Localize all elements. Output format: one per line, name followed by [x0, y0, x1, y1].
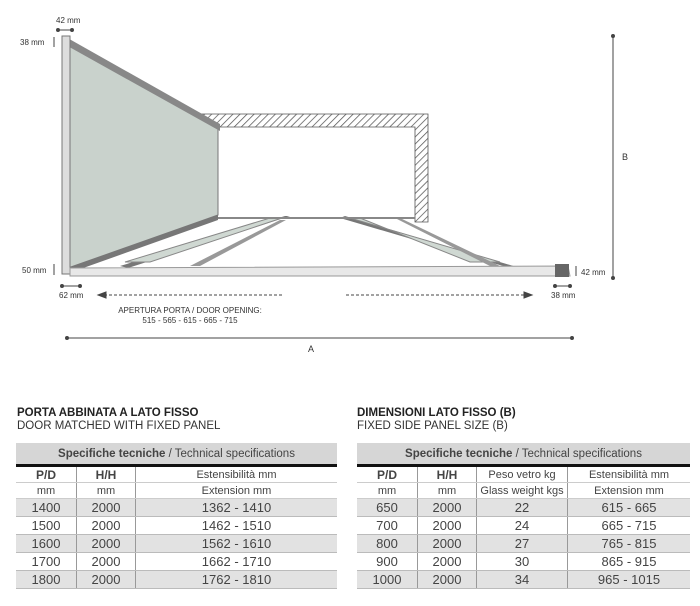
cell: 765 - 815 [567, 534, 690, 553]
cell: 665 - 715 [567, 516, 690, 535]
dim-top-width: 42 mm [56, 16, 81, 25]
col-ext-it: Estensibilità mm [567, 465, 690, 483]
cell: 1462 - 1510 [135, 516, 337, 535]
col-ext-en: Extension mm [567, 482, 690, 499]
left-table-title: PORTA ABBINATA A LATO FISSO DOOR MATCHED… [17, 407, 220, 433]
left-spec-table: Specifiche tecniche / Technical specific… [16, 443, 337, 589]
cell: 2000 [76, 570, 136, 589]
cell: 1400 [16, 498, 77, 517]
col-hh: H/H [417, 465, 477, 483]
cell: 24 [476, 516, 568, 535]
col-ext-en: Extension mm [135, 482, 337, 499]
cell: 965 - 1015 [567, 570, 690, 589]
bottom-track [69, 264, 571, 277]
right-spec-table: Specifiche tecniche / Technical specific… [357, 443, 690, 589]
cell: 1800 [16, 570, 77, 589]
header-rest: / Technical specifications [165, 447, 295, 460]
cell: 800 [357, 534, 418, 553]
cell: 615 - 665 [567, 498, 690, 517]
cell: 2000 [76, 552, 136, 571]
cell: 2000 [417, 570, 477, 589]
cell: 2000 [417, 498, 477, 517]
cell: 1700 [16, 552, 77, 571]
cell: 27 [476, 534, 568, 553]
table-row: 700 2000 24 665 - 715 [357, 516, 690, 535]
col-hh: H/H [76, 465, 136, 483]
table-row: 1800 2000 1762 - 1810 [16, 570, 337, 589]
table-row: 1000 2000 34 965 - 1015 [357, 570, 690, 589]
cell: 700 [357, 516, 418, 535]
cell: 1600 [16, 534, 77, 553]
dim-top-height: 38 mm [20, 38, 45, 47]
subtitle: FIXED SIDE PANEL SIZE (B) [357, 420, 508, 432]
cell: 900 [357, 552, 418, 571]
unit: mm [16, 482, 77, 499]
door-opening-label: APERTURA PORTA / DOOR OPENING: [118, 306, 262, 315]
cell: 2000 [76, 498, 136, 517]
cell: 1000 [357, 570, 418, 589]
table-row: 1700 2000 1662 - 1710 [16, 552, 337, 571]
fixed-side-panel [61, 35, 220, 275]
dim-bottom-right-height: 42 mm [581, 268, 606, 277]
cell: 2000 [76, 534, 136, 553]
cell: 650 [357, 498, 418, 517]
cell: 1500 [16, 516, 77, 535]
header-rest: / Technical specifications [512, 447, 642, 460]
header-bold: Specifiche tecniche [405, 447, 513, 460]
dim-bottom-left-height: 50 mm [22, 266, 47, 275]
door-opening-values: 515 - 565 - 615 - 665 - 715 [142, 316, 238, 325]
col-pd: P/D [16, 465, 77, 483]
unit: mm [417, 482, 477, 499]
table-row: 800 2000 27 765 - 815 [357, 534, 690, 553]
cell: 1562 - 1610 [135, 534, 337, 553]
dimension-lines [53, 28, 615, 340]
table-row: 900 2000 30 865 - 915 [357, 552, 690, 571]
label-b: B [622, 152, 628, 162]
sliding-doors [120, 216, 520, 268]
cell: 2000 [76, 516, 136, 535]
col-pd: P/D [357, 465, 418, 483]
cell: 1762 - 1810 [135, 570, 337, 589]
subtitle: DOOR MATCHED WITH FIXED PANEL [17, 420, 221, 432]
cell: 2000 [417, 516, 477, 535]
cell: 22 [476, 498, 568, 517]
table-row: 1500 2000 1462 - 1510 [16, 516, 337, 535]
wall-hatched [199, 113, 429, 223]
dim-bottom-right-width: 38 mm [551, 291, 576, 300]
dim-bottom-left-width: 62 mm [59, 291, 84, 300]
right-table-title: DIMENSIONI LATO FISSO (B) FIXED SIDE PAN… [357, 407, 516, 433]
header-bold: Specifiche tecniche [58, 447, 166, 460]
table-row: 1600 2000 1562 - 1610 [16, 534, 337, 553]
unit: mm [357, 482, 418, 499]
cell: 1362 - 1410 [135, 498, 337, 517]
col-weight-it: Peso vetro kg [476, 465, 568, 483]
unit: mm [76, 482, 136, 499]
table-row: 1400 2000 1362 - 1410 [16, 498, 337, 517]
table-row: 650 2000 22 615 - 665 [357, 498, 690, 517]
cell: 865 - 915 [567, 552, 690, 571]
cell: 30 [476, 552, 568, 571]
col-weight-en: Glass weight kgs [476, 482, 568, 499]
title: PORTA ABBINATA A LATO FISSO [17, 407, 199, 419]
shower-enclosure-diagram: 42 mm 38 mm 50 mm 62 mm 42 mm 38 mm APER… [20, 16, 628, 354]
label-a: A [308, 344, 314, 354]
title: DIMENSIONI LATO FISSO (B) [357, 407, 516, 419]
cell: 34 [476, 570, 568, 589]
col-ext-it: Estensibilità mm [135, 465, 337, 483]
cell: 1662 - 1710 [135, 552, 337, 571]
cell: 2000 [417, 534, 477, 553]
cell: 2000 [417, 552, 477, 571]
